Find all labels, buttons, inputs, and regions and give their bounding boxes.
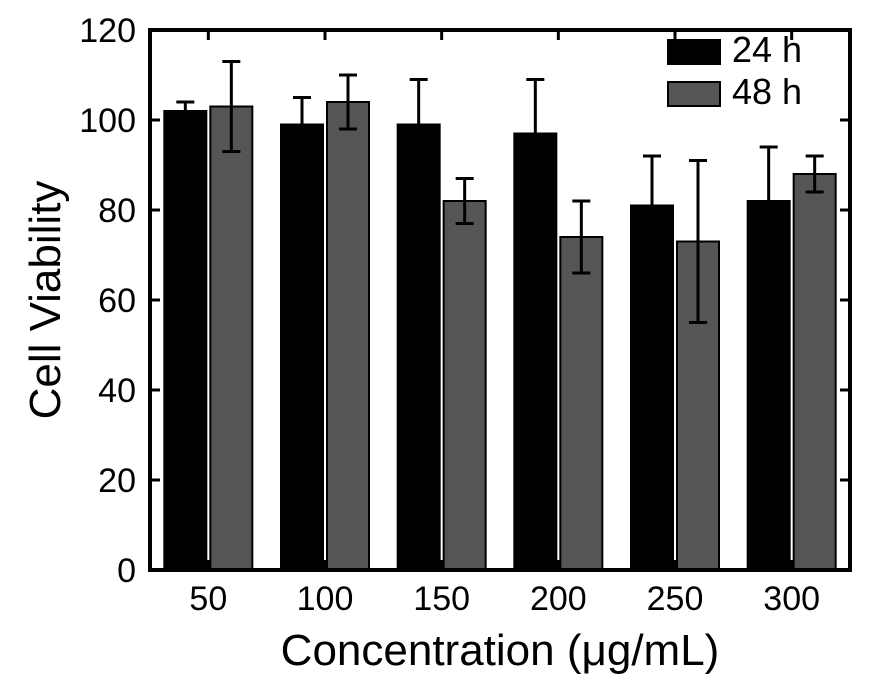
bar-48h-150 <box>444 201 486 570</box>
x-axis-title: Concentration (μg/mL) <box>281 626 720 675</box>
y-axis-title: Cell Viability <box>21 181 70 420</box>
bar-48h-300 <box>794 174 836 570</box>
y-tick-label: 120 <box>79 12 136 50</box>
bar-48h-50 <box>210 107 252 571</box>
chart-container: 0 20 40 60 80 100 120 50 100 150 200 250 300 Cell Via… <box>0 0 888 699</box>
x-tick-label: 200 <box>530 580 587 618</box>
x-tick-label: 50 <box>189 580 227 618</box>
legend-label-24h: 24 h <box>732 29 802 70</box>
y-tick-label: 100 <box>79 102 136 140</box>
x-tick-label: 100 <box>297 580 354 618</box>
y-tick-label: 60 <box>98 282 136 320</box>
bar-48h-200 <box>560 237 602 570</box>
bar-24h-100 <box>281 125 323 571</box>
legend-label-48h: 48 h <box>732 71 802 112</box>
legend-swatch-24h <box>668 40 720 64</box>
bar-24h-250 <box>631 206 673 571</box>
bar-24h-50 <box>164 111 206 570</box>
legend-swatch-48h <box>668 82 720 106</box>
legend: 24 h48 h <box>668 29 802 112</box>
y-tick-label: 40 <box>98 372 136 410</box>
bar-48h-100 <box>327 102 369 570</box>
x-tick-label: 250 <box>647 580 704 618</box>
bars-group <box>164 62 835 571</box>
x-tick-label: 300 <box>763 580 820 618</box>
bar-chart: 0 20 40 60 80 100 120 50 100 150 200 250 300 Cell Via… <box>0 0 888 699</box>
bar-24h-200 <box>514 134 556 571</box>
x-tick-label: 150 <box>413 580 470 618</box>
y-tick-label: 20 <box>98 462 136 500</box>
y-tick-label: 0 <box>117 552 136 590</box>
y-tick-label: 80 <box>98 192 136 230</box>
bar-24h-150 <box>398 125 440 571</box>
